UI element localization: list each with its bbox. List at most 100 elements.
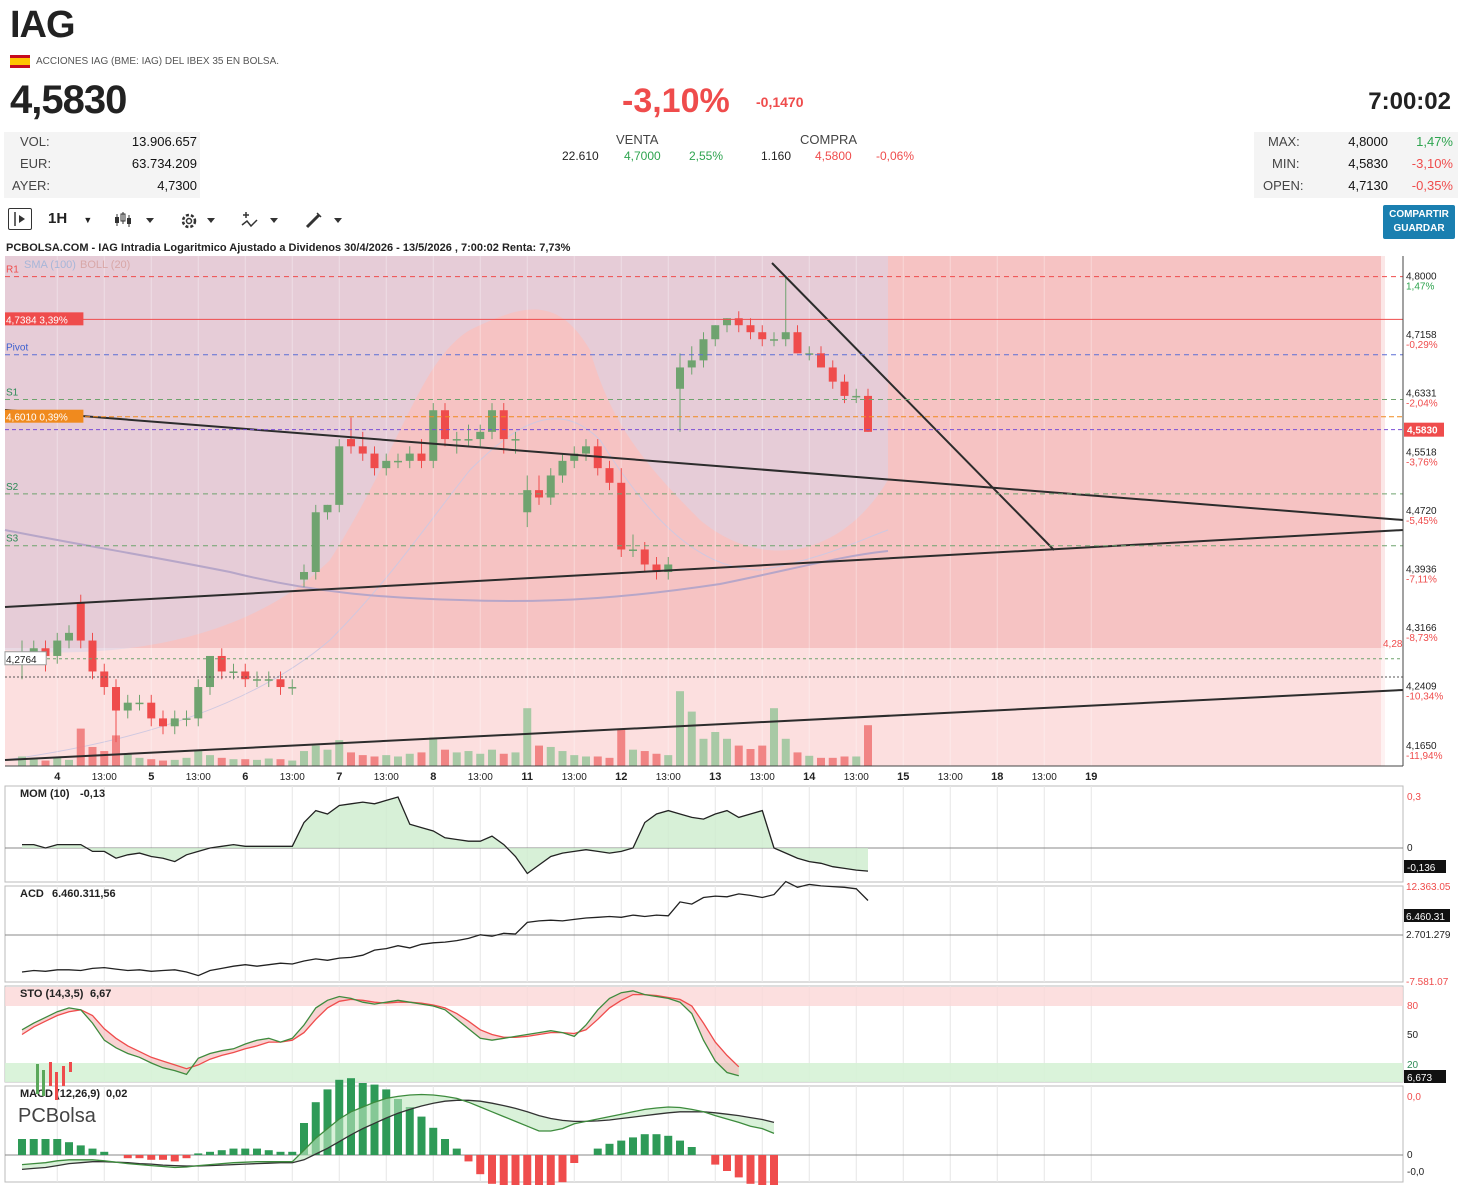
candle	[664, 556, 673, 580]
mom-axis-label-0: 0,3	[1407, 792, 1421, 803]
plot-area	[5, 256, 1403, 766]
indicator-panel-2	[4, 985, 1404, 1083]
x-tick-label-2: 5	[148, 771, 154, 783]
candle	[229, 663, 238, 680]
x-tick-label-6: 7	[336, 771, 342, 783]
play-button[interactable]	[8, 208, 32, 230]
level-label-2: Pivot	[6, 343, 28, 354]
volume-bar	[758, 745, 767, 766]
macd-histogram-bar	[370, 1084, 379, 1155]
candle	[711, 325, 720, 347]
chart-type-selector[interactable]	[114, 210, 164, 235]
volume-bar	[805, 755, 814, 766]
sto-axis-label-0: 80	[1407, 1001, 1419, 1012]
save-label: GUARDAR	[1393, 223, 1445, 234]
candle-body	[640, 549, 649, 565]
macd-histogram-bar	[734, 1155, 743, 1178]
macd-histogram-bar	[382, 1089, 391, 1155]
macd-signal-line	[21, 1099, 775, 1171]
volume-bar	[464, 751, 473, 766]
current-price-tag-label: 4,5830	[1407, 426, 1438, 437]
volume-bar	[852, 756, 861, 766]
share-label: COMPARTIR	[1389, 209, 1449, 220]
stat-value-open: 4,7130	[1348, 178, 1388, 193]
stat-label-eur: EUR:	[20, 156, 52, 171]
candle-body	[488, 410, 496, 432]
macd-histogram-bar	[264, 1150, 273, 1155]
candle	[864, 388, 872, 432]
candle-body	[852, 395, 861, 398]
macd-histogram-bar	[417, 1116, 426, 1155]
volume-bar	[546, 746, 555, 766]
macd-histogram-bar	[123, 1155, 132, 1159]
candle-body	[629, 549, 637, 551]
compra-label: COMPRA	[800, 132, 858, 147]
candle-body	[828, 367, 837, 382]
candle-body	[805, 353, 814, 355]
compra-pct: -0,06%	[876, 149, 915, 163]
indicators-selector[interactable]	[240, 209, 284, 238]
acd-axis-label-2: 2.701.279	[1406, 930, 1451, 941]
volume-bar	[217, 757, 226, 766]
macd-histogram-bar	[511, 1155, 520, 1185]
volume-bar	[229, 759, 238, 766]
macd-histogram-bar	[535, 1155, 543, 1185]
settings-selector[interactable]	[178, 209, 222, 238]
sto-signal-line	[21, 993, 740, 1070]
candle-body	[429, 410, 438, 461]
mom-value: -0,13	[80, 788, 106, 800]
x-tick-label-7: 13:00	[374, 772, 399, 783]
range-band-lower	[5, 648, 1385, 766]
timeframe-selector[interactable]: 1H ▼	[48, 210, 92, 227]
acd-current-tag	[1404, 909, 1450, 922]
stat-pct-max: 1,47%	[1416, 134, 1453, 149]
volume-bar	[746, 749, 755, 766]
macd-histogram-bar	[217, 1150, 226, 1155]
mom-label: MOM (10)	[20, 788, 70, 800]
macd-histogram-bar	[41, 1139, 50, 1155]
candle-body	[734, 318, 743, 326]
venta-label: VENTA	[616, 132, 659, 147]
candle-body	[41, 648, 50, 656]
x-tick-label-8: 8	[430, 771, 436, 783]
candle-body	[476, 431, 485, 440]
venta-pct: 2,55%	[689, 149, 724, 163]
sto-axis-label-1: 50	[1407, 1030, 1419, 1041]
y-tick-pct-6: -8,73%	[1406, 633, 1438, 644]
macd-histogram-bar	[464, 1155, 473, 1162]
level-box-4	[5, 409, 84, 423]
macd-histogram-bar	[170, 1155, 179, 1162]
volume-bar	[194, 751, 203, 766]
volume-bar	[523, 708, 532, 766]
indicators-icon	[241, 212, 278, 228]
candle	[29, 640, 38, 664]
gear-icon	[181, 213, 215, 229]
volume-bar	[582, 756, 590, 766]
macd-histogram-bar	[593, 1148, 602, 1155]
macd-histogram-bar	[300, 1123, 308, 1155]
y-tick-pct-5: -7,11%	[1406, 574, 1437, 585]
y-tick-label-3: 4,5518	[1406, 447, 1437, 458]
level-label-3: S1	[6, 387, 19, 398]
volume-bar	[511, 752, 520, 766]
drawing-tools-selector[interactable]	[304, 209, 348, 238]
stat-pct-min: -3,10%	[1411, 156, 1453, 171]
macd-histogram-bar	[253, 1148, 261, 1155]
x-tick-label-1: 13:00	[92, 772, 117, 783]
trendline-descending	[771, 262, 1055, 551]
macd-histogram-bar	[746, 1155, 755, 1184]
macd-histogram-bar	[394, 1099, 402, 1155]
candle	[88, 632, 97, 680]
candle-body	[335, 446, 344, 505]
macd-histogram-bar	[323, 1089, 332, 1155]
candle	[558, 453, 567, 483]
candle-body	[546, 475, 555, 498]
volume-bar	[593, 756, 602, 766]
share-save-button[interactable]: COMPARTIR GUARDAR	[1383, 205, 1455, 239]
trendline-support-lower	[4, 689, 1404, 761]
macd-histogram-bar	[488, 1155, 496, 1184]
legend-sma: SMA (100)	[24, 259, 76, 271]
x-tick-label-12: 12	[615, 771, 627, 783]
candle	[159, 710, 167, 735]
